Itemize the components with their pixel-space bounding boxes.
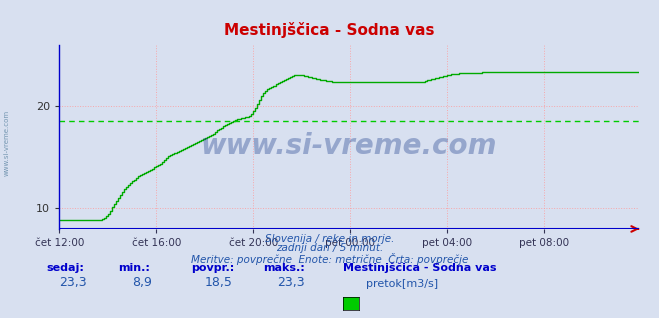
Text: povpr.:: povpr.: (191, 264, 235, 273)
Text: Mestinjščica - Sodna vas: Mestinjščica - Sodna vas (224, 22, 435, 38)
Text: www.si-vreme.com: www.si-vreme.com (3, 110, 9, 176)
Text: zadnji dan / 5 minut.: zadnji dan / 5 minut. (276, 243, 383, 253)
Text: 8,9: 8,9 (132, 276, 152, 289)
Text: maks.:: maks.: (264, 264, 305, 273)
Text: 23,3: 23,3 (59, 276, 87, 289)
Text: 23,3: 23,3 (277, 276, 304, 289)
Text: Slovenija / reke in morje.: Slovenija / reke in morje. (265, 234, 394, 244)
Text: www.si-vreme.com: www.si-vreme.com (201, 132, 498, 160)
Text: Mestinjščica - Sodna vas: Mestinjščica - Sodna vas (343, 263, 496, 273)
Text: min.:: min.: (119, 264, 150, 273)
Text: sedaj:: sedaj: (46, 264, 84, 273)
Text: pretok[m3/s]: pretok[m3/s] (366, 280, 438, 289)
Text: 18,5: 18,5 (204, 276, 232, 289)
Text: Meritve: povprečne  Enote: metrične  Črta: povprečje: Meritve: povprečne Enote: metrične Črta:… (191, 253, 468, 265)
